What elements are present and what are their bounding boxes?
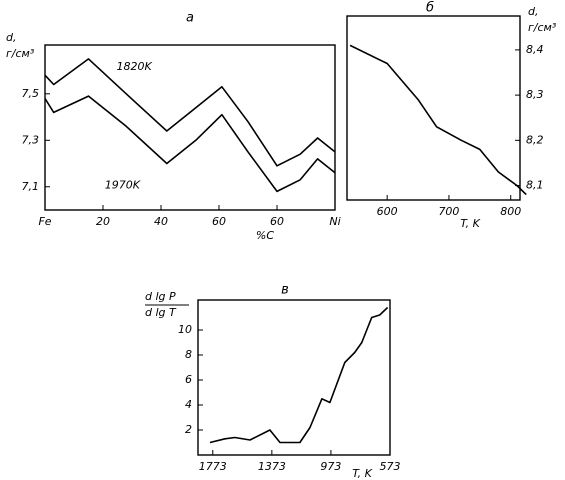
x-tick-label: 800 [500,205,521,218]
chart-title: а [186,11,194,26]
y-tick-label: 7,5 [22,87,40,100]
x-tick-label: 700 [438,205,459,218]
y-axis-label: d lg T [145,306,177,319]
x-tick-label: Ni [329,215,340,228]
y-tick-label: 8,4 [526,43,544,56]
y-tick-label: 4 [185,398,192,411]
y-tick-label: 2 [185,423,192,436]
series-label: 1820K [117,60,153,73]
data-line [44,95,336,193]
plot-frame [197,299,391,456]
y-tick-label: 7,1 [22,180,40,193]
x-tick-label: Fe [38,215,51,228]
y-axis-label: d, [528,5,538,18]
x-axis-label: T, K [352,467,372,480]
data-line [209,306,389,444]
x-axis-label: %C [256,229,274,242]
series-label: 1970K [105,179,141,192]
x-tick-label: 20 [96,215,110,228]
y-axis-label: d lg P [145,290,176,303]
y-tick-label: 8,3 [526,88,544,101]
y-tick-label: 8,1 [526,179,544,192]
x-tick-label: 40 [154,215,168,228]
plot-frame [346,15,521,201]
x-axis-label: T, K [460,217,480,230]
x-tick-label: 60 [270,215,284,228]
x-tick-label: 973 [320,460,341,473]
y-tick-label: 8 [185,348,192,361]
y-axis-label: г/см³ [6,47,35,60]
y-axis-label: d, [6,31,16,44]
chart-title: б [426,1,434,16]
x-tick-label: 1373 [258,460,286,473]
x-tick-label: 1773 [199,460,227,473]
y-tick-label: 10 [178,323,192,336]
y-axis-label: г/см³ [528,21,557,34]
x-tick-label: 600 [377,205,398,218]
x-tick-label: 573 [380,460,401,473]
plot-frame [44,44,336,211]
x-tick-label: 60 [212,215,226,228]
chart-title: в [281,283,289,298]
y-tick-label: 8,2 [526,133,544,146]
y-tick-label: 6 [185,373,192,386]
y-tick-label: 7,3 [22,133,40,146]
data-line [44,58,336,167]
data-line [349,44,527,196]
